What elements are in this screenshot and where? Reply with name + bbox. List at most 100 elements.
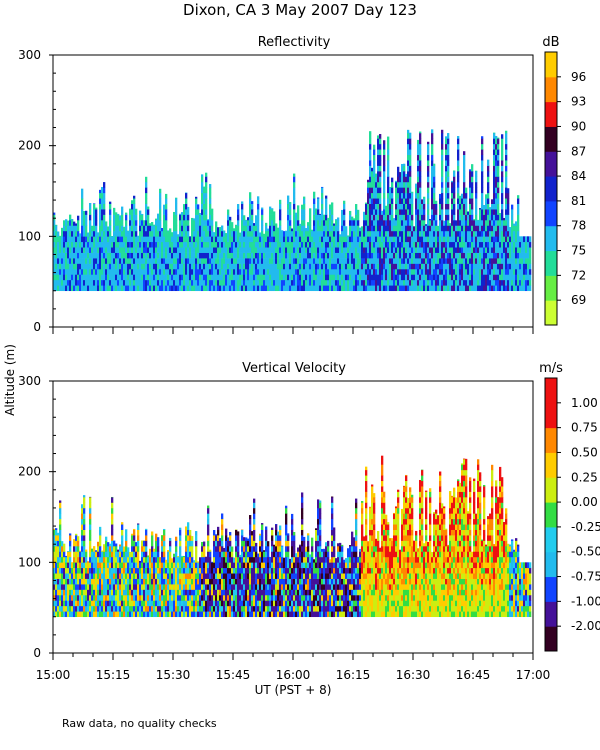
data-cell (373, 187, 376, 194)
data-cell (137, 274, 140, 281)
data-cell (503, 279, 506, 286)
data-cell (399, 192, 402, 199)
data-cell (203, 203, 206, 210)
data-cell (367, 241, 370, 248)
data-cell (493, 198, 496, 204)
data-cell (445, 160, 448, 166)
data-cell (333, 258, 336, 264)
data-cell (201, 263, 204, 270)
data-cell (89, 600, 92, 607)
data-cell (343, 274, 346, 281)
data-cell (457, 198, 460, 204)
data-cell (277, 252, 280, 259)
data-cell (103, 247, 106, 253)
data-cell (395, 241, 398, 248)
data-cell (81, 540, 84, 547)
data-cell (473, 241, 476, 248)
data-cell (417, 139, 420, 145)
data-cell (499, 230, 502, 237)
data-cell (137, 523, 140, 525)
data-cell (157, 279, 160, 286)
data-cell (373, 258, 376, 264)
data-cell (309, 236, 312, 243)
data-cell (493, 263, 496, 270)
data-cell (457, 165, 460, 172)
data-cell (219, 268, 222, 275)
data-cell (311, 263, 314, 270)
data-cell (163, 220, 166, 226)
data-cell (273, 214, 276, 221)
data-cell (297, 279, 300, 286)
data-cell (187, 214, 190, 221)
data-cell (327, 225, 330, 232)
data-cell (409, 241, 412, 248)
data-cell (387, 160, 390, 166)
data-cell (263, 258, 266, 264)
data-cell (317, 220, 320, 226)
data-cell (67, 562, 70, 569)
data-cell (119, 584, 122, 590)
data-cell (161, 279, 164, 286)
data-cell (511, 241, 514, 248)
data-cell (91, 578, 94, 585)
data-cell (63, 584, 66, 590)
data-cell (293, 220, 296, 226)
data-cell (479, 236, 482, 243)
data-cell (119, 252, 122, 259)
data-cell (137, 556, 140, 563)
data-cell (157, 605, 160, 612)
data-cell (85, 263, 88, 270)
data-cell (285, 236, 288, 243)
data-cell (383, 263, 386, 270)
data-cell (367, 285, 370, 292)
data-cell (115, 241, 118, 248)
data-cell (409, 236, 412, 243)
data-cell (377, 154, 380, 161)
data-cell (159, 594, 162, 601)
data-cell (129, 551, 132, 558)
data-cell (451, 241, 454, 248)
data-cell (85, 279, 88, 286)
data-cell (431, 209, 434, 215)
data-cell (151, 222, 154, 226)
data-cell (423, 203, 426, 210)
data-cell (265, 258, 268, 264)
data-cell (391, 241, 394, 248)
data-cell (69, 225, 72, 232)
data-cell (313, 192, 316, 199)
data-cell (343, 285, 346, 292)
data-cell (237, 274, 240, 281)
data-cell (343, 279, 346, 286)
data-cell (169, 285, 172, 292)
data-cell (59, 268, 62, 275)
data-cell (303, 279, 306, 286)
data-cell (95, 258, 98, 264)
data-cell (81, 214, 84, 221)
data-cell (255, 263, 258, 270)
data-cell (481, 268, 484, 275)
data-cell (505, 258, 508, 264)
data-cell (353, 285, 356, 292)
data-cell (479, 209, 482, 215)
data-cell (485, 209, 488, 215)
data-cell (57, 540, 60, 547)
data-cell (167, 241, 170, 248)
data-cell (57, 567, 60, 574)
data-cell (153, 594, 156, 601)
data-cell (263, 274, 266, 281)
data-cell (53, 573, 56, 579)
data-cell (109, 214, 112, 221)
data-cell (57, 263, 60, 270)
data-cell (419, 236, 422, 243)
data-cell (405, 198, 408, 204)
data-cell (153, 611, 156, 618)
data-cell (177, 252, 180, 259)
data-cell (201, 279, 204, 286)
data-cell (445, 154, 448, 161)
data-cell (257, 236, 260, 243)
data-cell (305, 247, 308, 253)
data-cell (135, 214, 138, 221)
data-cell (433, 263, 436, 270)
data-cell (151, 578, 154, 585)
data-cell (155, 230, 158, 237)
